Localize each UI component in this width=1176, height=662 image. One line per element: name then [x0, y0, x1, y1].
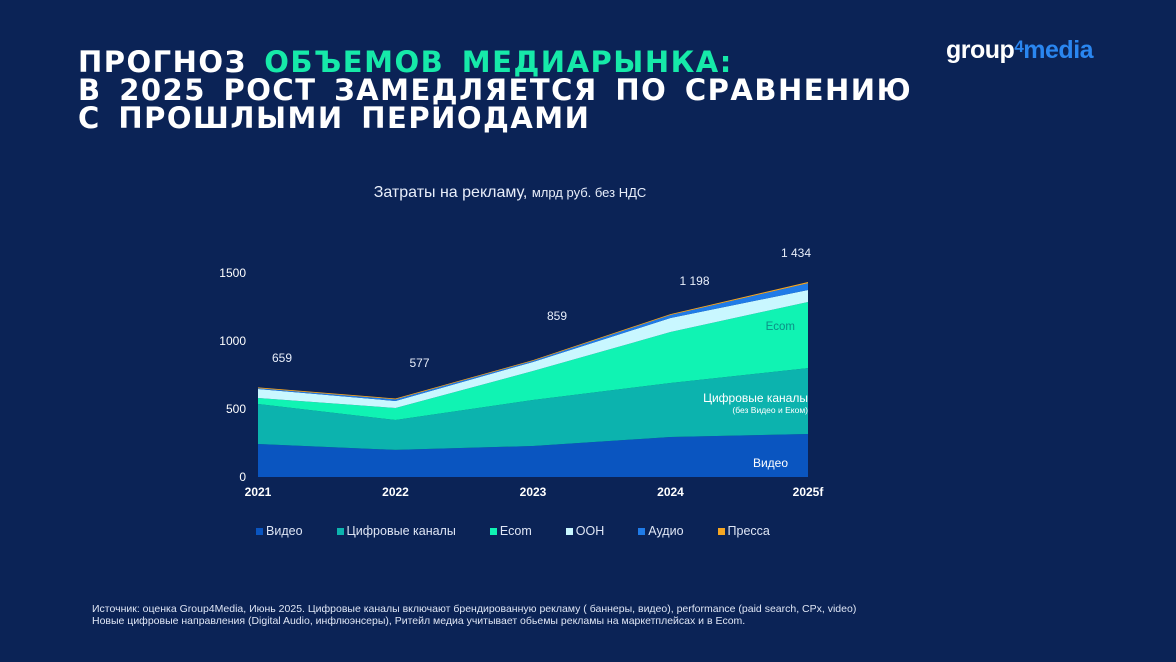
- legend-item: Ecom: [489, 524, 532, 538]
- legend-item: Пресса: [717, 524, 770, 538]
- legend-label: Пресса: [727, 524, 770, 538]
- y-tick-label-2: 1000: [219, 334, 246, 348]
- legend-label: Аудио: [648, 524, 684, 538]
- area-series-0: [258, 434, 808, 477]
- x-tick-label-2: 2023: [520, 485, 547, 499]
- title-line1: ПРОГНОЗ: [78, 45, 265, 79]
- legend-swatch: [717, 527, 725, 535]
- chart-title: Затраты на рекламу, млрд руб. без НДС: [0, 184, 1020, 202]
- area-series-2: [258, 301, 808, 421]
- x-tick-label-0: 2021: [245, 485, 272, 499]
- legend-item: OOH: [565, 524, 605, 538]
- footnote-line2: Новые цифровые направления (Digital Audi…: [92, 615, 746, 627]
- area-series-3: [258, 290, 808, 409]
- x-tick-label-1: 2022: [382, 485, 409, 499]
- legend-label: Видео: [266, 524, 303, 538]
- annotation-digital-sub: (без Видео и Еком): [732, 405, 808, 415]
- title-highlight: ОБЪЕМОВ МЕДИАРЫНКА:: [264, 45, 733, 79]
- footnote-line1: Источник: оценка Group4Media, Июнь 2025.…: [92, 603, 857, 615]
- legend-swatch: [565, 527, 573, 535]
- legend-label: Цифровые каналы: [346, 524, 456, 538]
- legend-item: Цифровые каналы: [336, 524, 456, 538]
- slide-title: ПРОГНОЗ ОБЪЕМОВ МЕДИАРЫНКА: В 2025 РОСТ …: [78, 45, 913, 135]
- annotation-digital: Цифровые каналы: [703, 391, 808, 405]
- chart-subtitle: млрд руб. без НДС: [531, 185, 647, 200]
- total-data-label-4: 1 434: [781, 246, 811, 260]
- legend-swatch: [489, 527, 497, 535]
- legend-swatch: [256, 527, 263, 535]
- title-line2: В 2025 РОСТ ЗАМЕДЛЯЕТСЯ ПО СРАВНЕНИЮ: [78, 73, 913, 107]
- legend-swatch: [638, 527, 646, 535]
- total-data-label-0: 659: [272, 351, 292, 365]
- chart-legend: Видео Цифровые каналы Ecom OOH Аудио Пресса: [256, 524, 804, 538]
- x-tick-label-3: 2024: [657, 485, 684, 499]
- total-data-label-3: 1 198: [679, 274, 709, 288]
- group4media-logo: group4media: [946, 36, 1094, 64]
- legend-swatch: [336, 527, 344, 535]
- legend-item: Видео: [256, 524, 303, 538]
- legend-label: Ecom: [499, 524, 532, 538]
- y-tick-label-0: 0: [239, 470, 246, 484]
- total-data-label-1: 577: [409, 356, 429, 370]
- legend-label: OOH: [575, 524, 605, 538]
- total-data-label-2: 859: [547, 309, 567, 323]
- y-tick-label-3: 1500: [219, 266, 246, 280]
- annotation-video: Видео: [753, 456, 788, 470]
- annotation-ecom: Ecom: [766, 321, 795, 333]
- y-tick-label-1: 500: [226, 402, 246, 416]
- area-series-1: [258, 368, 808, 450]
- footnote: Источник: оценка Group4Media, Июнь 2025.…: [92, 603, 856, 627]
- title-line3: С ПРОШЛЫМИ ПЕРИОДАМИ: [78, 101, 591, 135]
- x-tick-label-4: 2025f: [793, 485, 825, 499]
- chart-title-main: Затраты на рекламу,: [373, 184, 528, 201]
- legend-item: Аудио: [638, 524, 684, 538]
